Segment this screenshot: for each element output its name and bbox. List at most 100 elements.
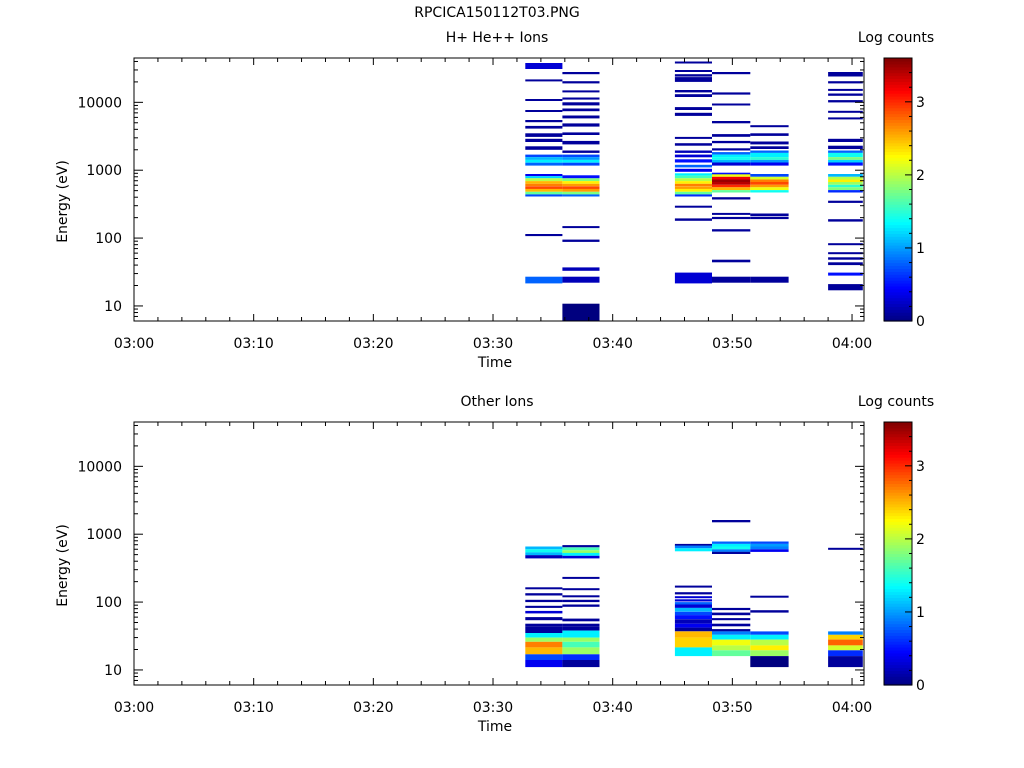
data-cell	[674, 194, 712, 197]
data-cell	[525, 138, 563, 142]
colorbar-step	[884, 283, 912, 287]
data-cell	[712, 216, 751, 220]
data-cell	[828, 656, 863, 668]
colorbar-step	[884, 626, 912, 631]
data-cell	[674, 94, 712, 97]
colorbar-step	[884, 588, 912, 593]
colorbar-step	[884, 239, 912, 243]
data-cell	[712, 157, 751, 160]
colorbar-step	[884, 445, 912, 449]
colorbar-step	[884, 245, 912, 249]
colorbar-step	[884, 139, 912, 144]
colorbar-step	[884, 635, 912, 639]
data-cell	[828, 152, 863, 158]
data-cell	[828, 150, 863, 153]
colorbar-step	[884, 116, 912, 120]
x-tick-label: 03:00	[114, 700, 154, 716]
data-cell	[525, 593, 563, 596]
colorbar-step	[884, 533, 912, 537]
colorbar-step	[884, 221, 912, 226]
data-cell	[562, 72, 600, 75]
data-cell	[525, 599, 563, 603]
y-tick-label: 10	[104, 299, 122, 315]
data-cell	[562, 123, 600, 127]
data-cell	[674, 615, 712, 620]
panel-other-ions: Other Ions 03:00 03:10 03:20 03:30 03:40 03:50…	[0, 390, 1024, 760]
colorbar-step	[884, 236, 912, 240]
data-cell	[750, 162, 789, 166]
data-cell	[525, 63, 563, 69]
data-cell	[828, 117, 863, 120]
colorbar	[884, 58, 912, 322]
data-cell	[674, 107, 712, 110]
colorbar-step	[884, 550, 912, 555]
data-cell	[712, 152, 751, 155]
colorbar-step	[884, 649, 912, 654]
data-cell	[828, 262, 863, 266]
data-cell	[828, 190, 863, 193]
colorbar-step	[884, 265, 912, 269]
colorbar-step	[884, 125, 912, 129]
colorbar-step	[884, 294, 912, 299]
data-cell	[712, 176, 751, 180]
colorbar-step	[884, 457, 912, 461]
colorbar-step	[884, 131, 912, 135]
colorbar-step	[884, 98, 912, 103]
data-cell	[712, 92, 751, 95]
data-cell	[674, 188, 712, 192]
data-cell	[674, 623, 712, 628]
colorbar-step	[884, 66, 912, 71]
data-cell	[525, 181, 563, 184]
colorbar-step	[884, 101, 912, 106]
data-cell	[525, 610, 563, 614]
colorbar-step	[884, 568, 912, 572]
y-tick-label: 1000	[86, 163, 122, 179]
data-cell	[674, 585, 712, 588]
data-cell	[828, 93, 863, 96]
data-cell	[674, 205, 712, 208]
data-cell	[562, 183, 600, 187]
y-tick-label: 10000	[77, 459, 122, 475]
data-cell	[562, 162, 600, 166]
data-cell	[712, 212, 751, 215]
colorbar-step	[884, 474, 912, 479]
data-cell	[674, 548, 712, 552]
colorbar-step	[884, 553, 912, 558]
data-cell	[828, 179, 863, 182]
data-cell	[562, 588, 600, 591]
data-cell	[828, 159, 863, 163]
data-cell	[562, 547, 600, 551]
data-cell	[562, 194, 600, 197]
data-cell	[712, 618, 751, 621]
data-cell	[750, 541, 789, 544]
colorbar-step	[884, 518, 912, 522]
data-cell	[674, 70, 712, 72]
colorbar-step	[884, 306, 912, 310]
colorbar-step	[884, 160, 912, 164]
data-cell	[674, 647, 712, 657]
data-cell	[828, 631, 863, 635]
colorbar-tick-label: 0	[916, 314, 925, 330]
x-tick-label: 03:40	[593, 336, 633, 352]
data-cell	[750, 125, 789, 128]
colorbar-label: Log counts	[858, 394, 934, 410]
colorbar-step	[884, 198, 912, 202]
colorbar-tick-label: 2	[916, 168, 925, 184]
data-cell	[674, 631, 712, 638]
data-cell	[712, 72, 751, 75]
data-cell	[750, 546, 789, 550]
colorbar-step	[884, 318, 912, 322]
data-cell	[674, 592, 712, 595]
colorbar-step	[884, 215, 912, 220]
data-cell	[674, 604, 712, 608]
colorbar-step	[884, 611, 912, 616]
data-cell	[562, 181, 600, 184]
colorbar-step	[884, 459, 912, 464]
colorbar-step	[884, 271, 912, 275]
data-cell	[674, 175, 712, 179]
colorbar-step	[884, 664, 912, 669]
colorbar-step	[884, 107, 912, 112]
data-cell	[562, 159, 600, 163]
data-cell	[562, 150, 600, 153]
data-cell	[750, 152, 789, 158]
